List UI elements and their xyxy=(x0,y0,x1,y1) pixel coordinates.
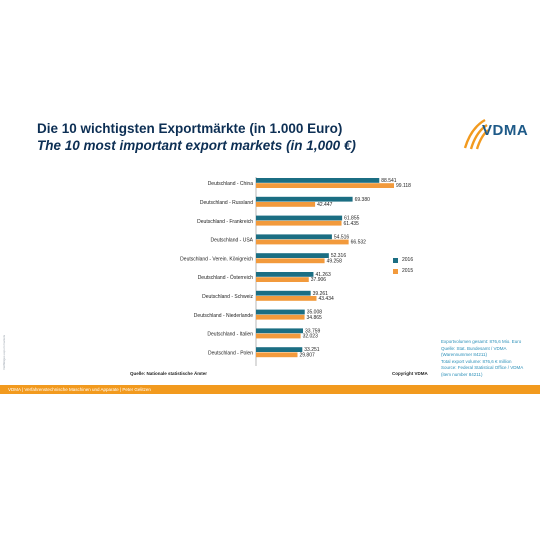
footer-bar: VDMA | Verfahrenstechnische Maschinen un… xyxy=(0,385,540,394)
vdma-logo-icon xyxy=(463,118,489,150)
legend-item-2016: 2016 xyxy=(393,257,413,263)
side-label: Vielfältiges export markets xyxy=(2,334,6,370)
vdma-logo-text: VDMA xyxy=(482,122,529,139)
info-line: (item number 84211) xyxy=(441,371,483,377)
legend-item-2015: 2015 xyxy=(393,268,413,274)
legend-swatch-2016 xyxy=(393,257,398,263)
info-line: Total export volume: 876,6 € million xyxy=(441,358,512,364)
footer-text: VDMA | Verfahrenstechnische Maschinen un… xyxy=(8,386,151,392)
info-line: Quelle: Stat. Bundesamt / VDMA xyxy=(441,345,507,351)
info-line: Exportvolumen gesamt: 876,6 Mio. Euro xyxy=(441,339,522,344)
legend-swatch-2015 xyxy=(393,268,398,274)
chart-title-german: Die 10 wichtigsten Exportmärkte (in 1.00… xyxy=(37,121,343,136)
info-line: (Warennummer 84211) xyxy=(441,352,488,357)
source-note: Quelle: Nationale statistische Ämter xyxy=(130,371,208,376)
copyright-note: Copyright VDMA xyxy=(392,371,428,376)
info-line: Source: Federal Statistical Office / VDM… xyxy=(441,365,524,370)
legend-label-2015: 2015 xyxy=(402,268,414,274)
chart-title-english: The 10 most important export markets (in… xyxy=(37,138,356,153)
chart-legend: 2016 2015 xyxy=(393,257,413,279)
legend-label-2016: 2016 xyxy=(402,257,414,263)
export-volume-info: Exportvolumen gesamt: 876,6 Mio. Euro Qu… xyxy=(441,339,537,378)
